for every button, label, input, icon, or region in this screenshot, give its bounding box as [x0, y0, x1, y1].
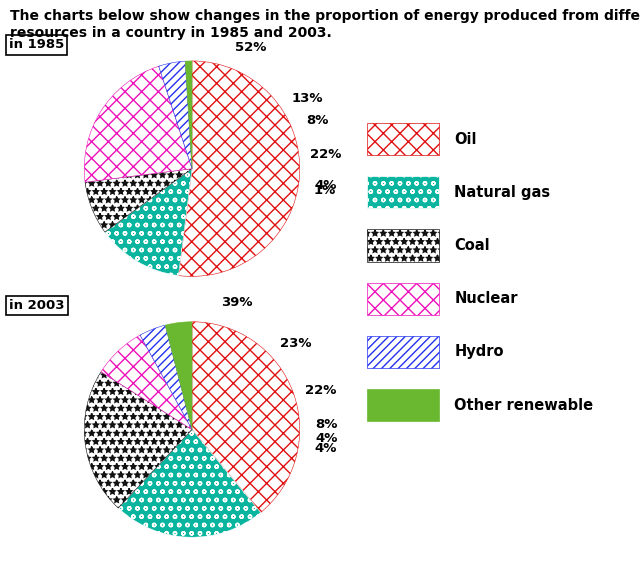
Text: in 1985: in 1985 — [9, 39, 64, 51]
Bar — [367, 230, 439, 262]
Wedge shape — [105, 169, 192, 276]
Wedge shape — [101, 335, 192, 430]
Text: 52%: 52% — [236, 41, 267, 54]
Text: 39%: 39% — [221, 296, 253, 309]
Text: 8%: 8% — [316, 418, 338, 431]
Bar — [367, 282, 439, 315]
Text: 23%: 23% — [280, 337, 312, 350]
Wedge shape — [159, 61, 192, 169]
Text: The charts below show changes in the proportion of energy produced from differen: The charts below show changes in the pro… — [10, 9, 640, 23]
Text: 1%: 1% — [314, 184, 336, 197]
Text: 4%: 4% — [315, 433, 337, 446]
Wedge shape — [118, 430, 260, 537]
Bar — [367, 389, 439, 421]
Text: 22%: 22% — [305, 384, 337, 397]
Wedge shape — [84, 66, 192, 182]
Text: Other renewable: Other renewable — [454, 397, 593, 413]
Text: 22%: 22% — [310, 148, 342, 161]
Text: Nuclear: Nuclear — [454, 291, 518, 306]
Bar — [367, 176, 439, 209]
Wedge shape — [140, 325, 192, 430]
Text: Oil: Oil — [454, 132, 477, 147]
Wedge shape — [192, 322, 300, 513]
Text: Coal: Coal — [454, 238, 490, 253]
Wedge shape — [84, 372, 192, 508]
Wedge shape — [165, 322, 192, 430]
Bar — [367, 123, 439, 155]
Text: in 2003: in 2003 — [9, 299, 65, 312]
Wedge shape — [85, 169, 192, 232]
Wedge shape — [179, 61, 300, 276]
Text: 13%: 13% — [291, 92, 323, 105]
Text: 8%: 8% — [307, 114, 329, 127]
Text: resources in a country in 1985 and 2003.: resources in a country in 1985 and 2003. — [10, 26, 332, 40]
Text: 4%: 4% — [314, 179, 337, 192]
Bar — [367, 336, 439, 368]
Wedge shape — [185, 61, 192, 169]
Text: 4%: 4% — [314, 442, 337, 455]
Text: Natural gas: Natural gas — [454, 185, 550, 200]
Text: Hydro: Hydro — [454, 345, 504, 359]
